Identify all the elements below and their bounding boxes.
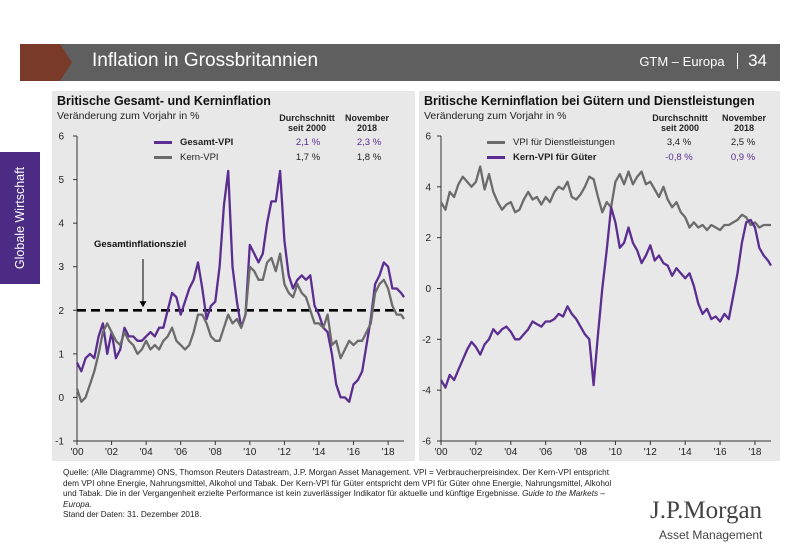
y-tick-label: 0 bbox=[425, 284, 431, 295]
column-header-avg: Durchschnitt seit 2000 bbox=[645, 113, 715, 133]
x-tick-label: '10 bbox=[243, 447, 256, 458]
legend-nov: 1,8 % bbox=[356, 152, 382, 163]
y-tick-label: 6 bbox=[58, 132, 64, 143]
column-header-line: Durchschnitt bbox=[279, 113, 335, 123]
legend-swatch bbox=[487, 140, 505, 144]
x-tick-label: '06 bbox=[174, 447, 187, 458]
legend-avg: 3,4 % bbox=[666, 137, 692, 148]
legend-avg: 2,1 % bbox=[295, 137, 321, 148]
y-tick-label: 3 bbox=[58, 262, 64, 273]
footnote-text: Quelle: (Alle Diagramme) ONS, Thomson Re… bbox=[63, 468, 612, 498]
x-tick-label: '08 bbox=[209, 447, 222, 458]
legend-nov: 0,9 % bbox=[730, 152, 756, 163]
column-header-line: Durchschnitt bbox=[652, 113, 708, 123]
x-tick-label: '18 bbox=[382, 447, 395, 458]
series-line bbox=[440, 165, 771, 232]
y-tick-label: 4 bbox=[58, 219, 64, 230]
x-tick-label: '02 bbox=[105, 447, 118, 458]
legend-swatch bbox=[154, 155, 172, 159]
page-number: 34 bbox=[748, 51, 767, 70]
separator bbox=[736, 53, 739, 69]
column-header-line: seit 2000 bbox=[660, 123, 700, 133]
legend-swatch bbox=[154, 140, 172, 144]
x-tick-label: '14 bbox=[679, 447, 692, 458]
x-tick-label: '02 bbox=[469, 447, 482, 458]
logo-subtitle: Asset Management bbox=[659, 528, 763, 542]
legend-item: Kern-VPI für Güter -0,8 % 0,9 % bbox=[487, 152, 755, 163]
y-tick-label: -6 bbox=[422, 437, 431, 448]
chart-subtitle: Veränderung zum Vorjahr in % bbox=[424, 110, 567, 122]
series-line bbox=[75, 169, 405, 403]
chart-panel-left: Britische Gesamt- und Kerninflation Verä… bbox=[52, 91, 415, 461]
legend-label: Gesamt-VPI bbox=[180, 137, 234, 148]
footnote: Quelle: (Alle Diagramme) ONS, Thomson Re… bbox=[63, 468, 623, 521]
column-header-line: November bbox=[344, 113, 389, 123]
column-header-line: November bbox=[721, 113, 766, 123]
column-header-line: 2018 bbox=[356, 123, 378, 133]
chart-subtitle: Veränderung zum Vorjahr in % bbox=[57, 110, 200, 122]
page-title: Inflation in Grossbritannien bbox=[92, 50, 319, 71]
x-tick-label: '18 bbox=[748, 447, 761, 458]
side-tab-label: Globale Wirtschaft bbox=[13, 166, 27, 270]
target-arrowhead bbox=[139, 301, 147, 308]
x-tick-label: '10 bbox=[609, 447, 622, 458]
legend-nov: 2,3 % bbox=[356, 137, 382, 148]
legend-item: Gesamt-VPI 2,1 % 2,3 % bbox=[154, 137, 381, 148]
y-tick-label: 1 bbox=[58, 349, 64, 360]
y-tick-label: -2 bbox=[422, 335, 431, 346]
y-tick-label: 2 bbox=[58, 306, 64, 317]
chart-title: Britische Kerninflation bei Gütern und D… bbox=[424, 94, 755, 108]
legend-label: Kern-VPI für Güter bbox=[513, 152, 597, 163]
header-meta: GTM – Europa 34 bbox=[639, 51, 767, 71]
chart-title: Britische Gesamt- und Kerninflation bbox=[57, 94, 271, 108]
x-tick-label: '16 bbox=[714, 447, 727, 458]
logo: J.P.Morgan bbox=[650, 497, 763, 524]
legend-swatch bbox=[487, 155, 505, 159]
x-tick-label: '00 bbox=[70, 447, 83, 458]
y-tick-label: 6 bbox=[425, 132, 431, 143]
y-tick-label: -1 bbox=[55, 437, 64, 448]
series-label: GTM – Europa bbox=[639, 54, 725, 69]
chart-plot-left: 6 5 4 3 2 1 0 -1 '00 '02 '04 '06 '08 '10 '12 '14 '16 '18 G… bbox=[55, 132, 405, 458]
legend-label: VPI für Dienstleistungen bbox=[513, 137, 615, 148]
y-tick-label: -4 bbox=[422, 386, 431, 397]
y-tick-label: 5 bbox=[58, 175, 64, 186]
footnote-date: Stand der Daten: 31. Dezember 2018. bbox=[63, 510, 202, 519]
y-tick-label: 4 bbox=[425, 182, 431, 193]
x-tick-label: '08 bbox=[574, 447, 587, 458]
column-header-avg: Durchschnitt seit 2000 bbox=[272, 113, 342, 133]
legend-item: Kern-VPI 1,7 % 1,8 % bbox=[154, 152, 381, 163]
chart-panel-right: Britische Kerninflation bei Gütern und D… bbox=[419, 91, 780, 461]
y-tick-label: 2 bbox=[425, 233, 431, 244]
x-tick-label: '12 bbox=[278, 447, 291, 458]
x-tick-label: '14 bbox=[312, 447, 325, 458]
x-tick-label: '00 bbox=[434, 447, 447, 458]
column-header-nov: November 2018 bbox=[332, 113, 402, 133]
target-label: Gesamtinflationsziel bbox=[94, 239, 186, 250]
series-line bbox=[440, 206, 772, 389]
x-tick-label: '16 bbox=[347, 447, 360, 458]
column-header-nov: November 2018 bbox=[709, 113, 779, 133]
side-tab[interactable]: Globale Wirtschaft bbox=[0, 152, 40, 284]
legend-avg: -0,8 % bbox=[665, 152, 693, 163]
legend-label: Kern-VPI bbox=[180, 152, 219, 163]
x-tick-label: '06 bbox=[539, 447, 552, 458]
legend-item: VPI für Dienstleistungen 3,4 % 2,5 % bbox=[487, 137, 755, 148]
column-header-line: 2018 bbox=[733, 123, 755, 133]
chevron-icon bbox=[20, 44, 72, 81]
x-tick-label: '12 bbox=[644, 447, 657, 458]
x-tick-label: '04 bbox=[504, 447, 517, 458]
y-tick-label: 0 bbox=[58, 393, 64, 404]
series-line bbox=[75, 252, 405, 403]
footnote-italic: Guide to the Markets – Europa. bbox=[63, 489, 605, 509]
legend-nov: 2,5 % bbox=[730, 137, 756, 148]
header-bar bbox=[20, 44, 780, 81]
legend-avg: 1,7 % bbox=[295, 152, 321, 163]
x-tick-label: '04 bbox=[140, 447, 153, 458]
column-header-line: seit 2000 bbox=[287, 123, 327, 133]
chart-plot-right: 6 4 2 0 -2 -4 -6'00 '02 '04 '06 '08 '10 '12 '14 '16 '18 bbox=[422, 132, 772, 458]
